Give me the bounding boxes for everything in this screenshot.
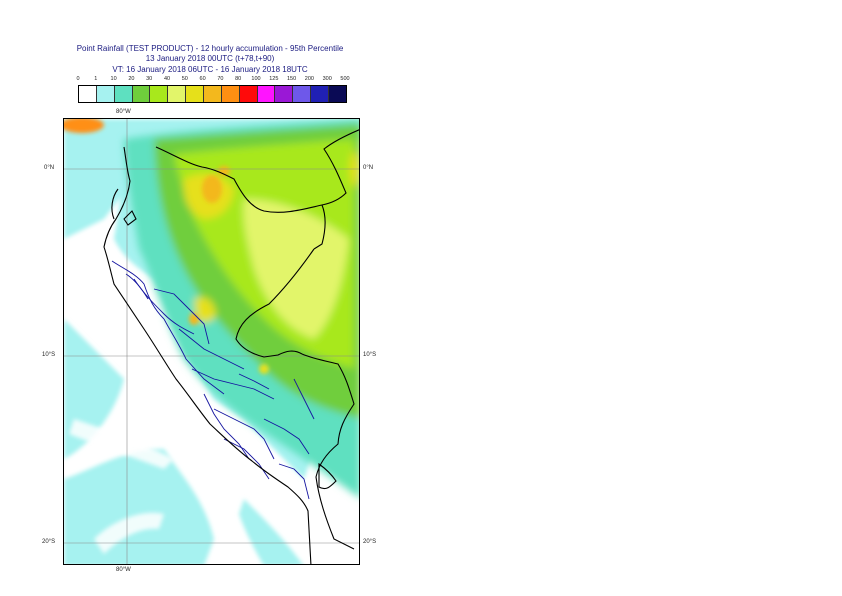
island [123, 210, 137, 226]
lon-label-top: 80°W [116, 109, 131, 115]
legend-label-10: 10 [110, 76, 117, 82]
legend-swatch-12 [293, 86, 312, 102]
legend-swatch-2 [114, 86, 133, 102]
lat-label-left-20: 20°S [42, 539, 56, 545]
legend-swatch-6 [186, 86, 205, 102]
legend-label-0: 0 [76, 76, 80, 82]
legend-swatch-1 [96, 86, 115, 102]
legend-swatches [78, 85, 347, 103]
legend-swatch-10 [257, 86, 276, 102]
bolivia-border [301, 353, 355, 550]
legend-label-40: 40 [163, 76, 171, 82]
legend-swatch-7 [204, 86, 222, 102]
colour-legend: 0 1 10 20 30 40 50 60 70 80 100 125 150 200 300 500 [76, 76, 350, 103]
map-svg [64, 119, 359, 564]
legend-label-150: 150 [287, 76, 297, 82]
legend-label-200: 200 [304, 76, 314, 82]
legend-swatch-14 [329, 86, 346, 102]
legend-label-70: 70 [217, 76, 224, 82]
legend-swatch-5 [168, 86, 187, 102]
lake-titicaca [318, 462, 337, 490]
lat-label-right-0: 0°N [363, 165, 374, 171]
regional-borders [111, 260, 315, 500]
legend-label-30: 30 [146, 76, 153, 82]
legend-label-300: 300 [322, 76, 332, 82]
legend-swatch-11 [275, 86, 294, 102]
lon-label-bottom: 80°W [116, 567, 131, 573]
legend-label-1: 1 [94, 76, 98, 82]
colombia-border [321, 129, 359, 206]
legend-swatch-9 [239, 86, 258, 102]
valid-time: VT: 16 January 2018 06UTC - 16 January 2… [112, 65, 308, 74]
run-time: 13 January 2018 00UTC (t+78,t+90) [145, 54, 275, 63]
lat-label-left-0: 0°N [44, 165, 55, 171]
lat-label-left-10: 10°S [42, 352, 56, 358]
legend-swatch-8 [221, 86, 240, 102]
legend-labels: 0 1 10 20 30 40 50 60 70 80 100 125 150 200 300 500 [76, 76, 350, 85]
legend-label-100: 100 [251, 76, 261, 82]
rainfall-map [63, 118, 360, 565]
legend-label-125: 125 [269, 76, 279, 82]
ecuador-border [155, 146, 326, 250]
legend-label-50: 50 [181, 76, 188, 82]
lat-label-right-10: 10°S [363, 352, 377, 358]
legend-swatch-13 [311, 86, 330, 102]
legend-label-500: 500 [340, 76, 350, 82]
legend-swatch-0 [79, 86, 97, 102]
chart-title: Point Rainfall (TEST PRODUCT) - 12 hourl… [76, 44, 344, 53]
lat-label-right-20: 20°S [363, 539, 377, 545]
dry-streaks [69, 299, 174, 554]
brazil-border-north [235, 248, 315, 358]
legend-label-20: 20 [128, 76, 135, 82]
heavy-rain-cells [64, 119, 269, 374]
pacific-coastline [103, 146, 312, 564]
gulf-coast [111, 188, 119, 220]
country-borders [103, 129, 359, 564]
legend-swatch-3 [132, 86, 151, 102]
legend-label-80: 80 [235, 76, 242, 82]
legend-swatch-4 [150, 86, 169, 102]
legend-label-60: 60 [199, 76, 206, 82]
